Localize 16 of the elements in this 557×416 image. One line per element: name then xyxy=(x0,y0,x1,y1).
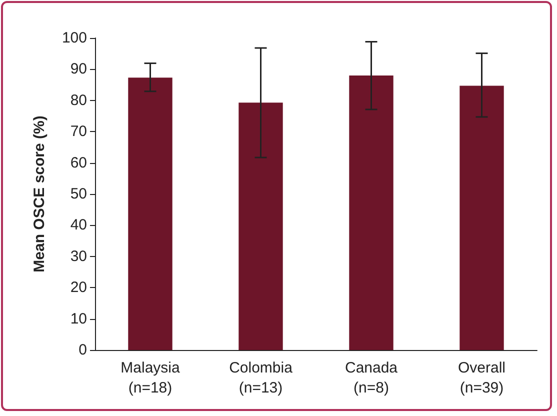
y-tick-label: 30 xyxy=(70,248,87,265)
y-tick-label: 0 xyxy=(78,342,87,358)
y-tick-label: 90 xyxy=(70,60,87,78)
y-tick-label: 20 xyxy=(70,279,87,296)
x-tick-label: Colombia (n=13) xyxy=(229,360,294,396)
y-tick-label: 40 xyxy=(70,216,87,234)
x-tick-label: Canada (n=8) xyxy=(344,360,398,396)
y-tick-label: 100 xyxy=(62,30,87,46)
y-tick-label: 10 xyxy=(70,310,87,328)
y-tick-label: 50 xyxy=(70,186,87,202)
y-axis-title: Mean OSCE score (%) xyxy=(31,116,48,272)
x-tick-label: Overall (n=39) xyxy=(458,360,506,396)
y-tick-label: 60 xyxy=(70,154,87,172)
x-tick-label: Malaysia (n=18) xyxy=(120,360,180,396)
y-tick-label: 80 xyxy=(70,92,87,109)
y-tick-label: 70 xyxy=(70,123,87,140)
